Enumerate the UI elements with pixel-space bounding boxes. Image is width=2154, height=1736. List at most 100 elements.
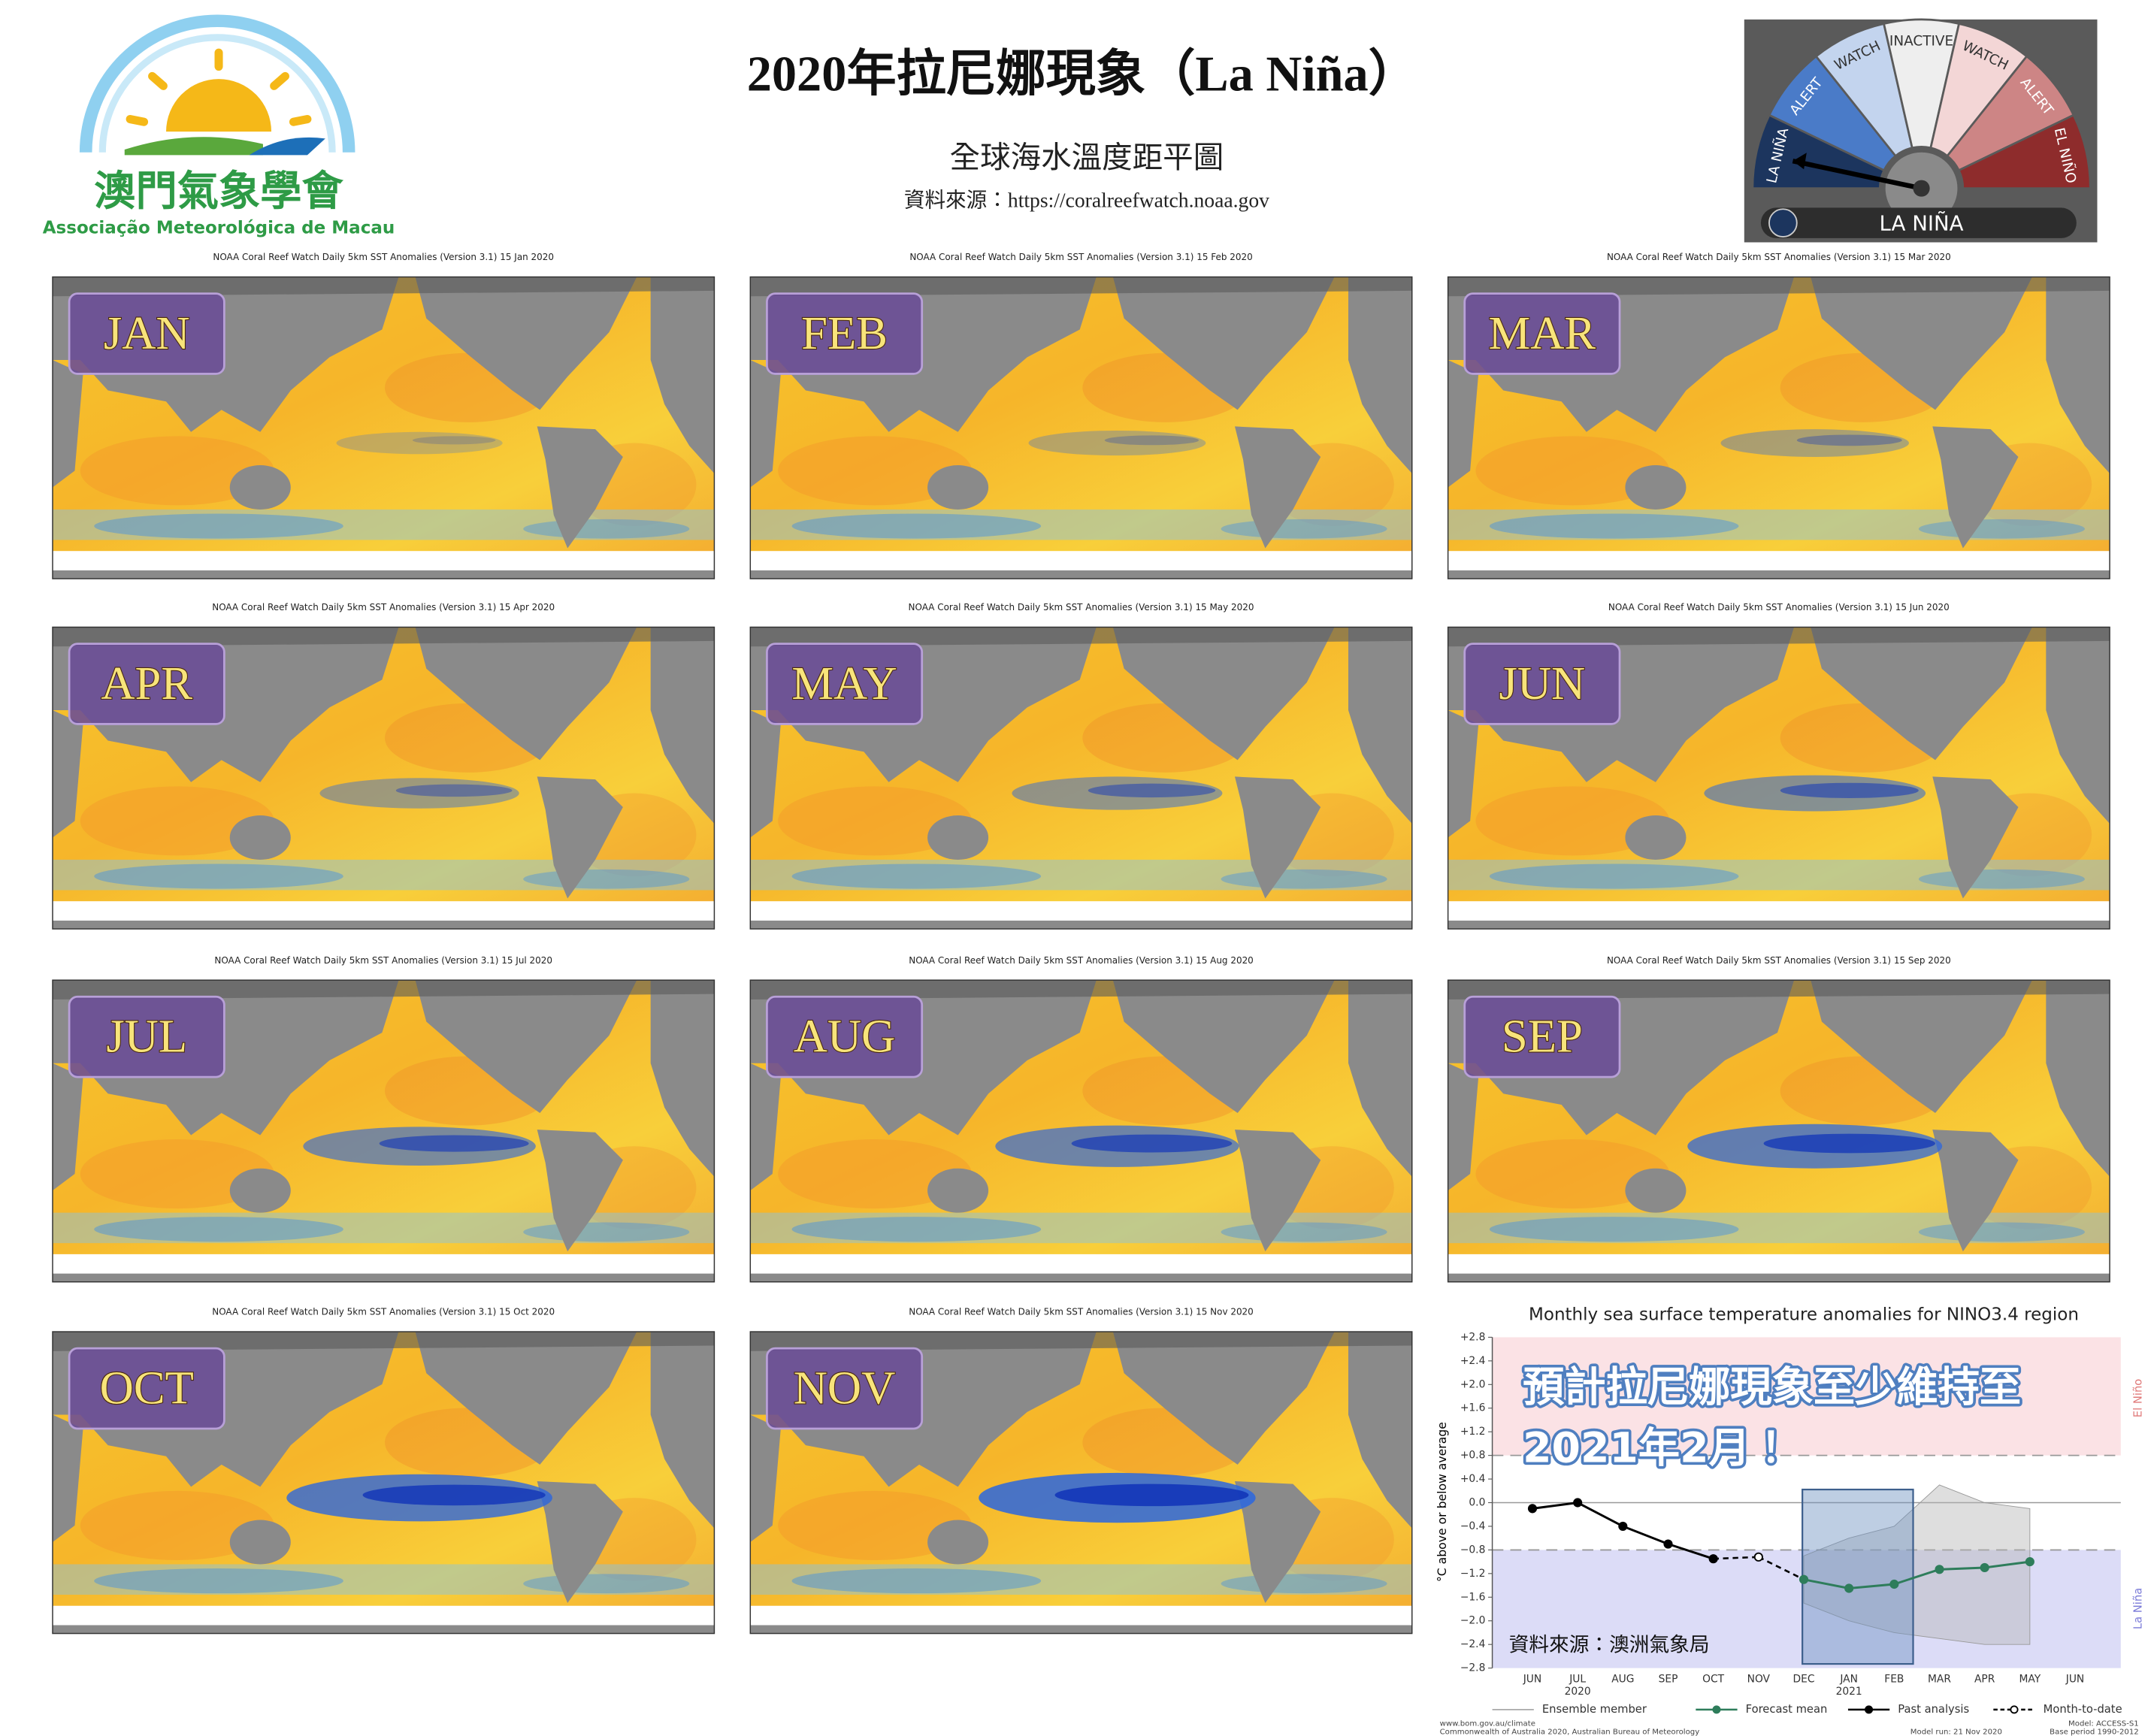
legend-dot [1865, 1705, 1874, 1714]
cold-core [1780, 782, 1919, 798]
y-tick-label: +2.0 [1460, 1378, 1486, 1390]
x-tick-label: JUN [1523, 1673, 1541, 1685]
series-point [1663, 1539, 1673, 1549]
series-point [1935, 1565, 1944, 1574]
gauge-pivot [1913, 180, 1930, 197]
legend-label: Past analysis [1898, 1703, 1969, 1716]
zone-label: El Niño [2132, 1379, 2145, 1418]
sst-map: JUN [1447, 626, 2110, 930]
map-caption: NOAA Coral Reef Watch Daily 5km SST Anom… [212, 602, 555, 612]
x-tick-label: AUG [1611, 1673, 1634, 1685]
cold-tongue [1028, 430, 1206, 456]
y-tick-label: −2.4 [1460, 1638, 1486, 1650]
gauge-needle [1792, 159, 1923, 191]
footer: www.bom.gov.au/climate [1440, 1719, 1535, 1728]
x-tick-label: DEC [1793, 1673, 1815, 1685]
x-tick-label: FEB [1884, 1673, 1904, 1685]
month-box [68, 995, 225, 1078]
month-label: MAR [1489, 307, 1596, 359]
series-point [1980, 1562, 1989, 1573]
y-tick-label: −0.8 [1460, 1544, 1486, 1556]
footer: Base period 1990-2012 [2050, 1728, 2139, 1736]
footer: Model: ACCESS-S1 [2068, 1719, 2139, 1728]
connector [1713, 1556, 1759, 1560]
subtitle: 全球海水溫度距平圖 [950, 139, 1224, 175]
month-box [766, 1347, 924, 1430]
highlight-box [1802, 1488, 1914, 1665]
legend-dot [1712, 1705, 1721, 1714]
nino-chart: Monthly sea surface temperature anomalie… [1435, 1305, 2145, 1736]
month-label: AUG [794, 1010, 896, 1063]
y-tick-label: +0.4 [1460, 1473, 1486, 1485]
cold-tongue [336, 431, 503, 455]
map-caption: NOAA Coral Reef Watch Daily 5km SST Anom… [213, 252, 554, 262]
series-point [2025, 1557, 2035, 1567]
gauge-needle-tip [1792, 153, 1807, 170]
logo-name-pt: Associação Meteorológica de Macau [43, 219, 395, 238]
month-box [766, 995, 924, 1078]
cold-core [362, 1484, 546, 1506]
map-caption: NOAA Coral Reef Watch Daily 5km SST Anom… [1608, 602, 1950, 612]
series-point [1753, 1552, 1763, 1562]
map-caption: NOAA Coral Reef Watch Daily 5km SST Anom… [214, 955, 552, 966]
series-point [1618, 1521, 1628, 1532]
series-point [1799, 1574, 1809, 1584]
cold-core [1054, 1483, 1249, 1507]
month-box [1463, 995, 1621, 1078]
logo: 澳門氣象學會 Associação Meteorológica de Macau [43, 14, 395, 238]
y-tick-label: +2.8 [1460, 1331, 1486, 1343]
series-point [1889, 1579, 1899, 1589]
x-tick-label: MAR [1928, 1673, 1951, 1685]
footer: Commonwealth of Australia 2020, Australi… [1440, 1728, 1700, 1736]
map-caption: NOAA Coral Reef Watch Daily 5km SST Anom… [909, 252, 1252, 262]
y-tick-label: +1.2 [1460, 1426, 1486, 1438]
y-tick-label: −2.0 [1460, 1615, 1486, 1627]
cold-core [379, 1135, 529, 1152]
logo-name: 澳門氣象學會 [94, 168, 343, 216]
month-label: MAY [791, 657, 897, 709]
sst-map: FEB [749, 276, 1413, 579]
month-box [766, 292, 924, 375]
x-tick-label: SEP [1659, 1673, 1678, 1685]
month-label: FEB [801, 307, 888, 359]
connector [1758, 1556, 1805, 1580]
x-tick-label: JAN [1839, 1673, 1858, 1685]
x-tick-label: MAY [2019, 1673, 2041, 1685]
y-tick-label: −2.8 [1460, 1662, 1486, 1674]
x-year-label: 2021 [1836, 1686, 1862, 1698]
sst-map: APR [52, 626, 715, 930]
legend-label: Ensemble member [1542, 1703, 1647, 1716]
series-point [1527, 1504, 1538, 1514]
month-box [766, 643, 924, 725]
x-tick-label: APR [1974, 1673, 1995, 1685]
month-label: NOV [794, 1361, 896, 1414]
el-nino-zone [1492, 1337, 2121, 1456]
month-box [68, 292, 225, 375]
ensemble-range [1803, 1484, 2031, 1645]
cold-core [1763, 1133, 1935, 1154]
x-year-label: 2020 [1565, 1686, 1591, 1698]
y-axis-label: °C above or below average [1435, 1422, 1449, 1582]
month-box [1463, 292, 1621, 375]
y-tick-label: +1.6 [1460, 1402, 1486, 1414]
cold-tongue [1720, 429, 1909, 457]
month-box [68, 1347, 225, 1430]
month-label: JUL [106, 1010, 187, 1063]
cold-core [395, 784, 513, 797]
map-caption: NOAA Coral Reef Watch Daily 5km SST Anom… [909, 1307, 1254, 1317]
map-caption: NOAA Coral Reef Watch Daily 5km SST Anom… [909, 955, 1254, 966]
sst-map: JAN [52, 276, 715, 579]
x-tick-label: OCT [1702, 1673, 1724, 1685]
month-box [1463, 643, 1621, 725]
y-tick-label: −0.4 [1460, 1520, 1486, 1532]
sst-map: MAR [1447, 276, 2110, 579]
chart-source: 資料來源：澳洲氣象局 [1509, 1634, 1710, 1657]
x-tick-label: JUN [2065, 1673, 2085, 1685]
series-point [1708, 1554, 1718, 1564]
cold-core [1071, 1134, 1233, 1153]
series-point [1573, 1498, 1583, 1508]
series-point [1844, 1583, 1854, 1593]
map-caption: NOAA Coral Reef Watch Daily 5km SST Anom… [909, 602, 1254, 612]
